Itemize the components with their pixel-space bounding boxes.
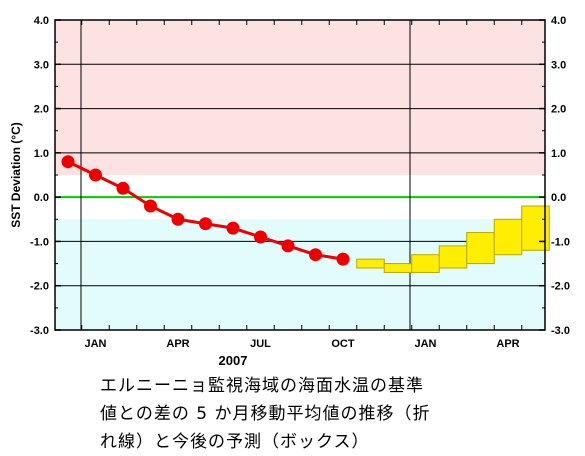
- x-tick-label: JAN: [84, 338, 106, 350]
- x-tick-label: OCT: [331, 338, 355, 350]
- y-tick-label-left: -2.0: [30, 281, 49, 293]
- data-point: [309, 248, 322, 262]
- caption-line-3: れ線）と今後の予測（ボックス）: [100, 432, 370, 452]
- y-tick-label-left: 3.0: [34, 59, 49, 71]
- data-point: [336, 252, 350, 266]
- data-point: [116, 181, 130, 195]
- forecast-box: [356, 258, 385, 269]
- y-tick-label-right: 0.0: [551, 192, 566, 204]
- data-point: [281, 239, 295, 253]
- y-tick-label-left: -3.0: [30, 325, 49, 337]
- data-point: [144, 199, 157, 213]
- data-point: [89, 168, 102, 182]
- y-tick-label-left: 1.0: [34, 148, 49, 160]
- x-tick-label: APR: [496, 338, 519, 350]
- x-tick-label: APR: [166, 338, 189, 350]
- y-tick-label-right: 1.0: [551, 148, 566, 160]
- y-tick-label-right: -2.0: [551, 281, 570, 293]
- observed-series: [61, 155, 350, 266]
- y-tick-label-left: 4.0: [34, 15, 49, 27]
- data-point: [254, 230, 267, 244]
- forecast-box: [438, 245, 468, 269]
- sst-chart: 4.0 4.0 3.0 3.0 2.0 2.0 1.0 1.0 0.0 0.0 -1.0 -1.0 -2…: [9, 15, 570, 368]
- y-tick-label-left: -1.0: [30, 236, 49, 248]
- warm-band: [55, 20, 545, 175]
- data-point: [61, 155, 75, 169]
- y-tick-label-right: 4.0: [551, 15, 566, 27]
- plot-frame: [54, 19, 546, 331]
- y-tick-label-right: 2.0: [551, 104, 566, 116]
- axis-labels: 4.0 4.0 3.0 3.0 2.0 2.0 1.0 1.0 0.0 0.0 -1.0 -1.0 -2…: [30, 15, 570, 350]
- y-tick-label-left: 2.0: [34, 104, 49, 116]
- background-bands: [55, 20, 545, 330]
- forecast-boxes: [356, 205, 550, 273]
- data-point: [199, 217, 212, 231]
- caption: エルニーニョ監視海域の海面水温の基準 値との差の 5 か月移動平均値の推移（折 …: [100, 372, 480, 456]
- forecast-box: [383, 263, 413, 273]
- caption-line-2: 値との差の 5 か月移動平均値の推移（折: [100, 404, 431, 424]
- forecast-box: [466, 232, 495, 265]
- y-tick-label-right: 3.0: [551, 59, 566, 71]
- forecast-box: [411, 254, 440, 273]
- grid-lines: [55, 20, 545, 330]
- caption-line-1: エルニーニョ監視海域の海面水温の基準: [100, 376, 424, 396]
- data-point: [171, 212, 185, 226]
- forecast-box: [493, 218, 523, 256]
- data-point: [226, 221, 240, 235]
- year-label: 2007: [219, 353, 248, 368]
- cool-band: [55, 219, 545, 330]
- y-axis-label: SST Deviation (°C): [9, 122, 23, 227]
- y-tick-label-left: 0.0: [34, 192, 49, 204]
- y-tick-label-right: -1.0: [551, 236, 570, 248]
- x-tick-label: JUL: [250, 338, 271, 350]
- x-tick-label: JAN: [414, 338, 436, 350]
- y-tick-label-right: -3.0: [551, 325, 570, 337]
